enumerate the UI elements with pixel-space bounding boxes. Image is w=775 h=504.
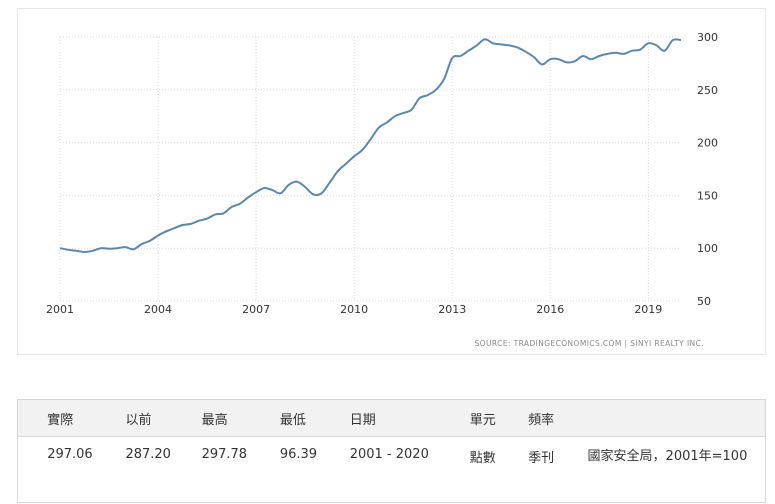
header-lowest: 最低 <box>279 399 350 437</box>
header-previous: 以前 <box>125 399 202 437</box>
cell-previous: 287.20 <box>125 447 171 462</box>
cell-unit: 點數 <box>469 451 496 466</box>
y-tick-label: 150 <box>697 189 718 202</box>
header-unit: 單元 <box>469 399 529 437</box>
cell-lowest: 96.39 <box>279 447 318 462</box>
cell-date: 2001 - 2020 <box>349 447 429 462</box>
y-tick-label: 300 <box>697 31 718 44</box>
header-actual: 實際 <box>47 399 126 437</box>
x-tick-label: 2001 <box>46 303 74 316</box>
x-tick-label: 2013 <box>438 303 466 316</box>
x-tick-label: 2019 <box>634 303 662 316</box>
header-frequency: 頻率 <box>528 399 588 437</box>
table-row: 297.06 287.20 297.78 96.39 2001 - 2020 點… <box>18 437 766 503</box>
header-date: 日期 <box>349 399 470 437</box>
line-chart: 50 100 150 200 250 300 2001 2004 2007 2010 2013 201… <box>46 31 718 348</box>
header-gutter <box>17 399 48 437</box>
y-tick-label: 100 <box>697 242 718 255</box>
table-header-row: 實際 以前 最高 最低 日期 單元 頻率 <box>17 399 766 437</box>
header-highest: 最高 <box>201 399 280 437</box>
x-tick-label: 2016 <box>536 303 564 316</box>
cell-note: 國家安全局，2001年=100 <box>587 449 748 464</box>
cell-actual: 297.06 <box>47 447 93 462</box>
x-tick-label: 2010 <box>340 303 368 316</box>
y-tick-label: 250 <box>697 84 718 97</box>
chart-container: 50 100 150 200 250 300 2001 2004 2007 2010 2013 201… <box>17 8 766 355</box>
y-tick-label: 50 <box>697 295 711 308</box>
x-tick-label: 2007 <box>242 303 270 316</box>
series-line <box>59 38 682 254</box>
cell-frequency: 季刊 <box>528 451 555 466</box>
y-tick-label: 200 <box>697 137 718 150</box>
row-gutter <box>18 437 48 503</box>
cell-highest: 297.78 <box>201 447 248 462</box>
header-note <box>587 399 766 437</box>
stats-table: 實際 以前 最高 最低 日期 單元 頻率 297.06 287.20 297.7… <box>17 399 766 503</box>
x-tick-label: 2004 <box>144 303 172 316</box>
source-label: SOURCE: TRADINGECONOMICS.COM | SINYI REA… <box>475 339 704 348</box>
